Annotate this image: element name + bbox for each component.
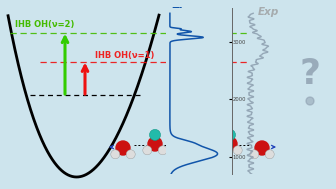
Circle shape (180, 141, 194, 155)
Text: IHB OH(ν=1): IHB OH(ν=1) (95, 51, 154, 60)
Circle shape (218, 146, 227, 155)
Circle shape (255, 141, 269, 155)
Text: Theory: Theory (172, 7, 212, 17)
Circle shape (224, 129, 236, 140)
Text: IHB OH(ν=2): IHB OH(ν=2) (15, 20, 74, 29)
Circle shape (150, 129, 161, 140)
Circle shape (126, 150, 135, 159)
Circle shape (148, 137, 162, 151)
Circle shape (111, 150, 120, 159)
Circle shape (223, 137, 237, 151)
Text: ?: ? (299, 57, 321, 91)
Circle shape (190, 150, 199, 159)
Circle shape (143, 146, 152, 155)
Circle shape (158, 146, 167, 155)
Circle shape (201, 150, 210, 159)
Circle shape (265, 150, 274, 159)
Circle shape (175, 150, 184, 159)
Circle shape (186, 150, 195, 159)
Circle shape (233, 146, 242, 155)
Circle shape (250, 150, 259, 159)
Circle shape (306, 97, 314, 105)
Circle shape (116, 141, 130, 155)
Circle shape (191, 141, 205, 155)
Text: Exp: Exp (258, 7, 279, 17)
